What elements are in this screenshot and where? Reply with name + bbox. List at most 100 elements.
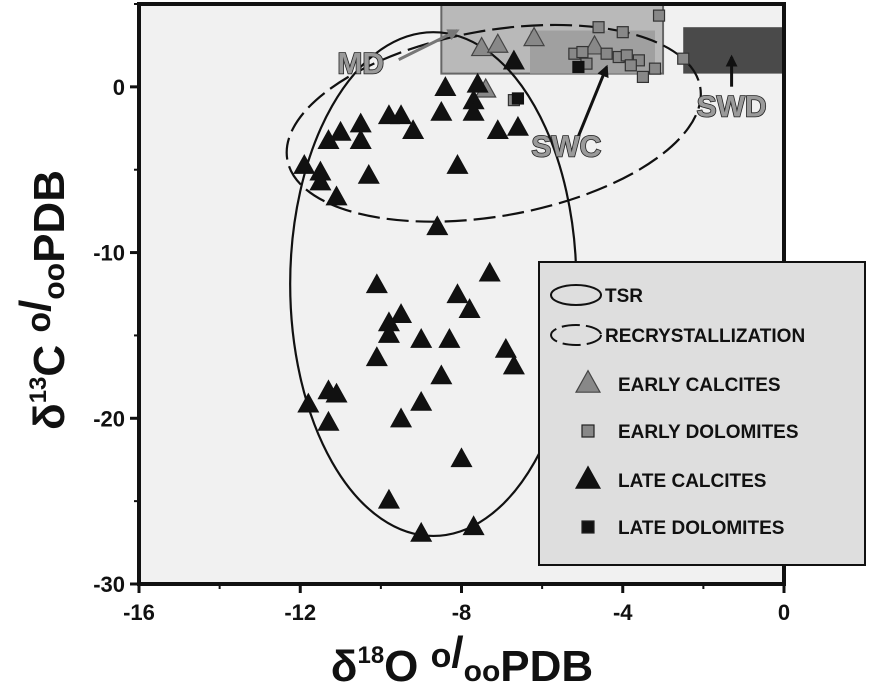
- arrow-swc: [576, 64, 609, 138]
- point-late-dolomites: [511, 92, 525, 105]
- series-early-dolomites: [507, 9, 690, 107]
- point-late-calcites: [325, 185, 348, 206]
- legend-label-early-calcites: EARLY CALCITES: [618, 375, 781, 396]
- reference-regions: [440, 4, 784, 75]
- legend-label-recrystallization: RECRYSTALLIZATION: [605, 326, 805, 347]
- point-late-calcites: [502, 354, 525, 375]
- point-late-calcites: [410, 390, 433, 411]
- point-late-calcites: [365, 346, 388, 367]
- point-late-calcites: [506, 115, 529, 136]
- point-late-calcites: [402, 119, 425, 140]
- annotation-swc: SWC: [531, 130, 601, 163]
- point-late-calcites: [446, 154, 469, 174]
- point-late-calcites: [494, 337, 517, 358]
- point-late-calcites: [325, 382, 348, 403]
- series-late-calcites: [293, 49, 529, 542]
- data-points: [293, 9, 690, 542]
- point-late-calcites: [410, 521, 433, 542]
- point-late-calcites: [438, 328, 461, 348]
- point-early-dolomites: [592, 21, 605, 34]
- x-tick-label: 0: [778, 600, 790, 625]
- legend-symbol-recrystallization: [550, 324, 602, 346]
- point-late-calcites: [349, 129, 372, 149]
- x-axis-suffix: PDB: [500, 642, 593, 691]
- y-axis-prefix: δ: [25, 403, 74, 430]
- point-late-calcites: [450, 447, 473, 468]
- point-late-calcites: [486, 119, 509, 140]
- point-early-dolomites: [600, 47, 613, 60]
- legend-box: [538, 261, 866, 566]
- y-tick-label: 0: [113, 75, 125, 100]
- x-axis-permil-sup: o: [431, 637, 452, 675]
- point-early-dolomites: [616, 26, 629, 39]
- y-axis-main: C: [25, 333, 74, 377]
- axis-ticks: -16 -12 -8 -4 0 0 -10 -20 -30: [93, 3, 790, 625]
- point-late-calcites: [410, 328, 433, 348]
- point-early-dolomites: [624, 59, 637, 72]
- legend-item-late-dolomites: LATE DOLOMITES: [581, 518, 784, 539]
- point-early-dolomites: [677, 52, 690, 65]
- annotation-md: MD: [337, 48, 384, 81]
- legend-item-recrystallization: RECRYSTALLIZATION: [550, 324, 805, 347]
- x-axis-sup: 18: [357, 642, 384, 669]
- point-late-calcites: [309, 170, 332, 191]
- series-late-dolomites: [511, 60, 585, 105]
- y-axis-permil-sub: oo: [38, 263, 71, 300]
- point-late-calcites: [297, 392, 320, 413]
- y-axis-permil-slash: /: [11, 300, 60, 312]
- legend-symbol-early-calcites: [574, 369, 602, 393]
- legend-symbol-late-dolomites: [581, 520, 595, 534]
- annotations: MD SWC SWD: [337, 29, 767, 164]
- point-late-dolomites: [572, 60, 585, 74]
- point-late-calcites: [478, 261, 501, 282]
- point-early-dolomites: [648, 62, 662, 75]
- x-axis-permil-sub: oo: [464, 655, 501, 688]
- point-late-calcites: [502, 49, 525, 70]
- legend: TSR RECRYSTALLIZATION EARLY CALCITES EARLY …: [538, 261, 866, 566]
- point-late-calcites: [377, 104, 400, 125]
- legend-item-early-dolomites: EARLY DOLOMITES: [581, 422, 799, 443]
- y-tick-label: -30: [93, 572, 125, 597]
- y-axis-title: δ13C o/ooPDB: [11, 170, 74, 430]
- legend-label-late-calcites: LATE CALCITES: [618, 471, 766, 492]
- legend-label-late-dolomites: LATE DOLOMITES: [618, 518, 784, 539]
- point-late-calcites: [293, 154, 316, 174]
- point-late-calcites: [329, 120, 352, 141]
- x-axis-permil-slash: /: [451, 628, 463, 677]
- point-late-calcites: [426, 215, 449, 236]
- point-late-calcites: [462, 515, 485, 536]
- point-late-calcites: [458, 298, 481, 319]
- point-late-calcites: [377, 488, 400, 509]
- point-late-calcites: [430, 100, 453, 121]
- legend-item-early-calcites: EARLY CALCITES: [574, 369, 781, 396]
- point-late-calcites: [390, 303, 413, 323]
- legend-symbol-tsr: [550, 284, 602, 306]
- point-early-dolomites: [576, 45, 589, 59]
- y-tick-label: -20: [93, 406, 125, 431]
- point-early-dolomites: [636, 70, 650, 84]
- x-tick-label: -8: [452, 600, 472, 625]
- y-axis-suffix: PDB: [25, 170, 74, 263]
- x-axis-title: δ18O o/ooPDB: [331, 628, 593, 691]
- region-swd: [683, 27, 784, 74]
- point-late-calcites: [434, 76, 457, 96]
- legend-item-late-calcites: LATE CALCITES: [574, 465, 766, 492]
- point-early-calcites: [486, 33, 509, 53]
- y-axis-permil-sup: o: [20, 312, 58, 333]
- point-late-calcites: [466, 72, 489, 93]
- legend-symbol-late-calcites: [574, 465, 602, 489]
- legend-item-tsr: TSR: [550, 284, 643, 307]
- legend-label-tsr: TSR: [605, 286, 643, 307]
- x-tick-label: -12: [284, 600, 316, 625]
- point-early-dolomites: [652, 9, 666, 22]
- point-late-calcites: [462, 100, 485, 121]
- point-early-calcites: [523, 26, 546, 47]
- legend-label-early-dolomites: EARLY DOLOMITES: [618, 422, 799, 443]
- point-early-calcites: [583, 34, 606, 55]
- point-late-calcites: [377, 323, 400, 343]
- x-tick-label: -16: [123, 600, 155, 625]
- point-late-calcites: [390, 407, 413, 428]
- point-late-calcites: [365, 273, 388, 294]
